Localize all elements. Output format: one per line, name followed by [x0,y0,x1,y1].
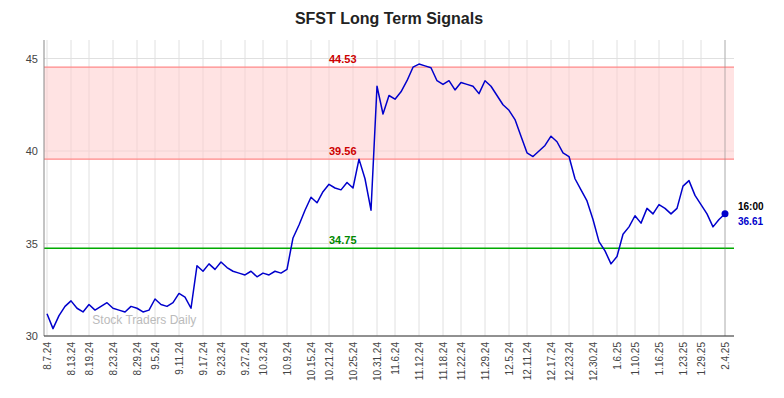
y-axis [44,40,45,336]
x-tick-label: 10.31.24 [372,342,383,381]
x-axis [44,335,734,336]
y-tick-label: 40 [26,145,38,157]
x-tick-label: 10.15.24 [306,342,317,381]
chart: SFST Long Term Signals 30 35 40 45 8.7.24 8.13… [0,0,784,398]
level-label: 34.75 [329,234,357,246]
x-tick-label: 2.4.25 [720,342,731,370]
title: SFST Long Term Signals [295,10,483,27]
x-tick-label: 10.9.24 [282,342,293,376]
x-tick-label: 12.11.24 [522,342,533,381]
x-tick-label: 12.5.24 [504,342,515,376]
grid [44,40,734,336]
current-time: 16:00 [738,201,764,212]
y-tick-label: 35 [26,238,38,250]
x-tick-label: 10.25.24 [348,342,359,381]
x-tick-label: 9.5.24 [150,342,161,370]
y-grid-line [44,243,734,244]
current-marker-line [725,40,726,336]
x-tick-label: 11.6.24 [390,342,401,375]
x-tick-label: 1.10.25 [630,342,641,376]
level-label: 44.53 [329,53,357,65]
x-tick-label: 1.6.25 [612,342,623,370]
x-tick-label: 9.27.24 [240,342,251,376]
x-tick-label: 8.13.24 [66,342,77,376]
x-tick-label: 10.3.24 [258,342,269,376]
signal-band [44,67,734,159]
price-line [47,64,725,329]
x-tick-label: 11.22.24 [456,342,467,381]
current-point [722,210,729,217]
y-tick-label: 30 [26,330,38,342]
level-label: 39.56 [329,145,357,157]
x-grid-line [725,40,726,336]
x-tick-label: 12.23.24 [564,342,575,381]
x-tick-label: 1.29.25 [696,342,707,376]
y-grid-line [44,336,734,337]
y-tick-label: 45 [26,53,38,65]
x-tick-label: 11.18.24 [438,342,449,381]
x-tick-label: 8.19.24 [84,342,95,376]
current-price: 36.61 [738,216,763,227]
x-tick-label: 12.17.24 [546,342,557,381]
x-tick-label: 8.29.24 [132,342,143,376]
watermark: Stock Traders Daily [92,313,196,327]
x-tick-label: 8.23.24 [108,342,119,376]
support-line [44,247,734,249]
x-tick-label: 8.7.24 [42,342,53,370]
y-grid-line [44,58,734,59]
x-tick-label: 10.21.24 [324,342,335,381]
band-edge [44,67,734,68]
x-tick-label: 12.30.24 [588,342,599,381]
x-tick-label: 1.23.25 [678,342,689,376]
x-tick-label: 9.11.24 [174,342,185,375]
x-tick-label: 11.29.24 [480,342,491,381]
x-tick-label: 9.23.24 [216,342,227,376]
x-tick-label: 9.17.24 [198,342,209,376]
band-edge [44,159,734,160]
plot-area [44,40,734,336]
x-tick-label: 1.16.25 [654,342,665,376]
x-tick-label: 11.12.24 [414,342,425,381]
